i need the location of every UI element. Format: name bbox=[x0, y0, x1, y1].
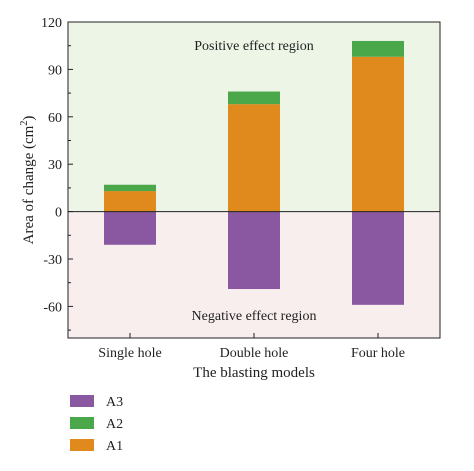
negative-region-label: Negative effect region bbox=[192, 309, 317, 324]
y-tick-label: 60 bbox=[48, 111, 62, 126]
y-tick-label: 30 bbox=[48, 158, 62, 173]
y-axis-title: Area of change (cm2) bbox=[19, 116, 37, 245]
bar-a3-four-hole bbox=[352, 211, 404, 305]
legend-label-a3: A3 bbox=[106, 395, 123, 410]
x-tick-label: Four hole bbox=[351, 346, 405, 361]
x-axis-title: The blasting models bbox=[193, 365, 315, 381]
bar-a1-double-hole bbox=[228, 104, 280, 212]
y-tick-label: -30 bbox=[43, 253, 62, 268]
bar-a3-single-hole bbox=[104, 211, 156, 245]
legend-label-a1: A1 bbox=[106, 439, 123, 454]
y-tick-label: -60 bbox=[43, 300, 62, 315]
x-tick-label: Double hole bbox=[220, 346, 289, 361]
bar-a1-four-hole bbox=[352, 56, 404, 212]
bar-a1-single-hole bbox=[104, 191, 156, 212]
x-tick-label: Single hole bbox=[98, 346, 161, 361]
y-axis-title-main: Area of change (cm bbox=[21, 125, 37, 244]
y-tick-label: 0 bbox=[55, 206, 62, 221]
y-axis-title-end: ) bbox=[21, 116, 37, 121]
positive-region-label: Positive effect region bbox=[194, 39, 314, 54]
bar-a2-four-hole bbox=[352, 40, 404, 57]
legend-label-a2: A2 bbox=[106, 417, 123, 432]
legend-swatch-a2 bbox=[70, 417, 94, 429]
bar-a2-double-hole bbox=[228, 91, 280, 105]
legend-swatch-a3 bbox=[70, 395, 94, 407]
y-tick-label: 120 bbox=[41, 16, 62, 31]
bar-a2-single-hole bbox=[104, 184, 156, 192]
y-axis-title-superscript: 2 bbox=[19, 121, 30, 126]
legend-swatch-a1 bbox=[70, 439, 94, 451]
plot-frame bbox=[67, 21, 441, 339]
bar-a3-double-hole bbox=[228, 211, 280, 290]
y-tick-label: 90 bbox=[48, 63, 62, 78]
